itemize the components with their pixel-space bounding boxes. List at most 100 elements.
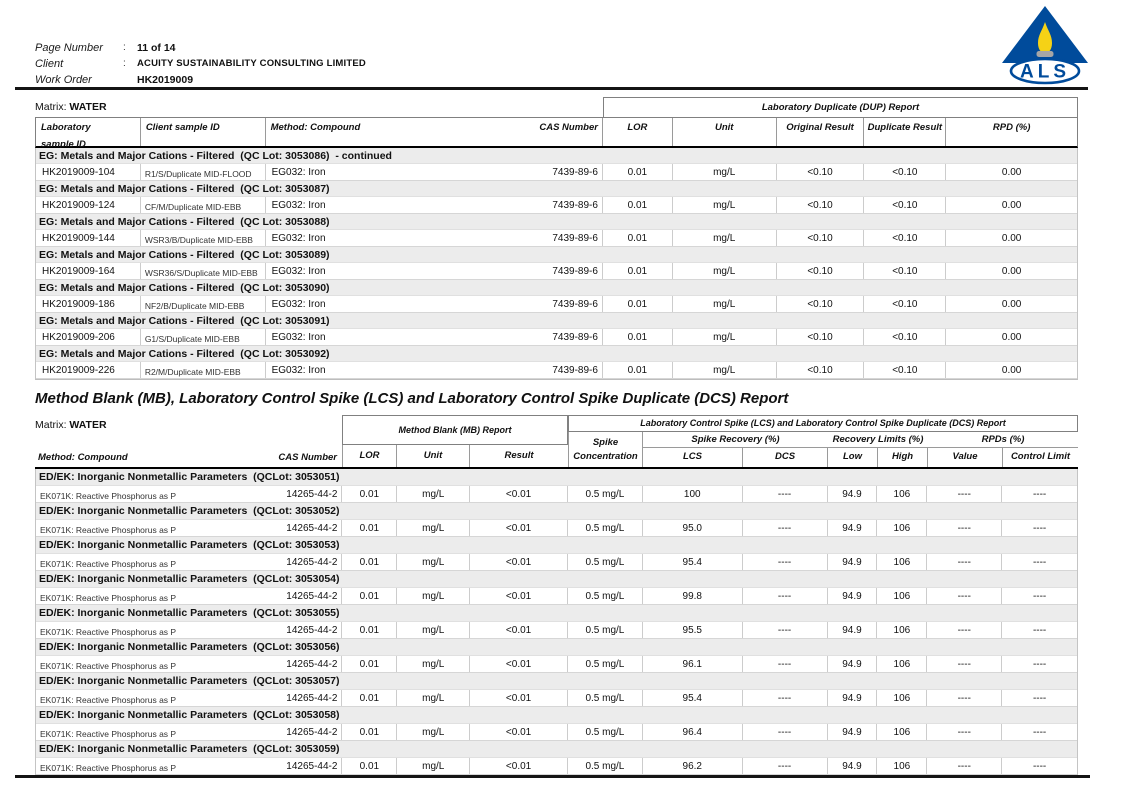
cas-number-cell: 14265-44-2: [228, 656, 343, 672]
lor-cell: 0.01: [342, 758, 398, 774]
mb-lcs-row: EK071K: Reactive Phosphorus as P 14265-4…: [36, 486, 1077, 503]
col-original-result: Original Result: [777, 118, 865, 146]
recovery-limits-block: Recovery Limits (%) Low High: [828, 432, 928, 467]
rpd-cell: 0.00: [1001, 233, 1022, 244]
client-label: Client: [35, 58, 64, 70]
method-compound-cell: EG032: Iron: [271, 332, 326, 343]
method-compound-cell: EK071K: Reactive Phosphorus as P: [40, 559, 177, 569]
lor-cell: 0.01: [603, 329, 673, 345]
result-cell: <0.01: [470, 520, 568, 536]
lor-cell: 0.01: [603, 263, 673, 279]
lor-cell: 0.01: [603, 197, 673, 213]
result-cell: <0.01: [470, 486, 568, 502]
rpd-cell: 0.00: [1001, 167, 1022, 178]
method-compound-cell: EK071K: Reactive Phosphorus as P: [40, 661, 177, 671]
matrix-label: Matrix:: [35, 419, 67, 431]
value-cell: ----: [927, 758, 1003, 774]
cas-number-cell: 7439-89-6: [503, 164, 603, 180]
mb-lcs-row: EK071K: Reactive Phosphorus as P 14265-4…: [36, 724, 1077, 741]
page-number-row: Page Number : 11 of 14: [35, 40, 366, 56]
low-cell: 94.9: [828, 486, 878, 502]
lor-cell: 0.01: [603, 362, 673, 378]
high-cell: 106: [877, 554, 928, 570]
unit-cell: mg/L: [673, 263, 777, 279]
control-limit-cell: ----: [1032, 761, 1047, 772]
client-sample-id-cell: G1/S/Duplicate MID-EBB: [141, 329, 266, 345]
col-control-limit: Control Limit: [1010, 451, 1071, 462]
duplicate-sample-row: HK2019009-124 CF/M/Duplicate MID-EBB EG0…: [36, 197, 1077, 214]
original-result-cell: <0.10: [777, 296, 865, 312]
qc-lot-group-header: EG: Metals and Major Cations - Filtered …: [36, 148, 1077, 164]
col-dcs: DCS: [743, 448, 828, 467]
result-cell: <0.01: [470, 554, 568, 570]
cas-number-cell: 7439-89-6: [503, 296, 603, 312]
control-limit-cell: ----: [1032, 523, 1047, 534]
qc-lot-group-header: ED/EK: Inorganic Nonmetallic Parameters …: [36, 605, 1077, 622]
lor-cell: 0.01: [603, 164, 673, 180]
lor-cell: 0.01: [342, 622, 398, 638]
result-cell: <0.01: [470, 690, 568, 706]
lcs-cell: 99.8: [643, 588, 743, 604]
col-cas-number: CAS Number: [503, 118, 603, 146]
cas-number-cell: 7439-89-6: [503, 230, 603, 246]
value-cell: ----: [927, 622, 1003, 638]
logo-ellipse: [1009, 57, 1081, 85]
qc-lot-group-header: ED/EK: Inorganic Nonmetallic Parameters …: [36, 707, 1077, 724]
dup-report-span-header: Laboratory Duplicate (DUP) Report: [603, 97, 1078, 118]
low-cell: 94.9: [828, 588, 878, 604]
spike-concentration-cell: 0.5 mg/L: [568, 588, 643, 604]
page-number-value: 11 of 14: [137, 42, 176, 54]
col-client-sample-id: Client sample ID: [141, 118, 266, 146]
result-cell: <0.01: [470, 588, 568, 604]
spike-line2: Concentration: [573, 451, 638, 462]
cas-number-cell: 14265-44-2: [228, 554, 343, 570]
laboratory-sample-id-cell: HK2019009-186: [36, 296, 141, 312]
original-result-cell: <0.10: [777, 263, 865, 279]
duplicate-sample-row: HK2019009-206 G1/S/Duplicate MID-EBB EG0…: [36, 329, 1077, 346]
original-result-cell: <0.10: [777, 230, 865, 246]
low-cell: 94.9: [828, 758, 878, 774]
mb-lcs-row: EK071K: Reactive Phosphorus as P 14265-4…: [36, 554, 1077, 571]
col-laboratory-sample-id: Laboratory sample ID: [36, 118, 141, 150]
qc-lot-group-header: EG: Metals and Major Cations - Filtered …: [36, 313, 1077, 329]
matrix-value: WATER: [69, 101, 107, 113]
mb-lcs-row: EK071K: Reactive Phosphorus as P 14265-4…: [36, 520, 1077, 537]
method-compound-cell: EG032: Iron: [271, 233, 326, 244]
cas-number-cell: 7439-89-6: [503, 362, 603, 378]
value-cell: ----: [927, 690, 1003, 706]
lor-cell: 0.01: [342, 690, 398, 706]
high-cell: 106: [877, 758, 928, 774]
method-compound-cell: EK071K: Reactive Phosphorus as P: [40, 525, 177, 535]
client-sample-id-cell: R2/M/Duplicate MID-EBB: [141, 362, 266, 378]
dup-matrix-line: Matrix: WATER: [35, 101, 107, 113]
col-lcs: LCS: [643, 448, 743, 467]
high-cell: 106: [877, 656, 928, 672]
unit-cell: mg/L: [397, 486, 471, 502]
high-cell: 106: [877, 520, 928, 536]
spike-concentration-cell: 0.5 mg/L: [568, 554, 643, 570]
qc-lot-group-header: EG: Metals and Major Cations - Filtered …: [36, 280, 1077, 296]
low-cell: 94.9: [828, 554, 878, 570]
dcs-cell: ----: [743, 588, 828, 604]
unit-cell: mg/L: [673, 164, 777, 180]
rpd-cell: 0.00: [1001, 200, 1022, 211]
dcs-cell: ----: [743, 758, 828, 774]
duplicate-result-cell: <0.10: [864, 362, 947, 378]
header-rule: [15, 87, 1088, 90]
lcs-cell: 96.2: [643, 758, 743, 774]
mb-header-rule: [35, 467, 1078, 469]
method-compound-cell: EK071K: Reactive Phosphorus as P: [40, 627, 177, 637]
lor-cell: 0.01: [603, 296, 673, 312]
spike-concentration-cell: 0.5 mg/L: [568, 758, 643, 774]
spike-concentration-cell: 0.5 mg/L: [568, 724, 643, 740]
method-compound-cell: EG032: Iron: [271, 299, 326, 310]
qc-lot-group-header: EG: Metals and Major Cations - Filtered …: [36, 247, 1077, 263]
qc-lot-group-header: EG: Metals and Major Cations - Filtered …: [36, 214, 1077, 230]
cas-number-cell: 7439-89-6: [503, 329, 603, 345]
laboratory-sample-id-cell: HK2019009-144: [36, 230, 141, 246]
rpd-cell: 0.00: [1001, 266, 1022, 277]
high-cell: 106: [877, 622, 928, 638]
qc-lot-group-header: ED/EK: Inorganic Nonmetallic Parameters …: [36, 537, 1077, 554]
dcs-cell: ----: [743, 622, 828, 638]
